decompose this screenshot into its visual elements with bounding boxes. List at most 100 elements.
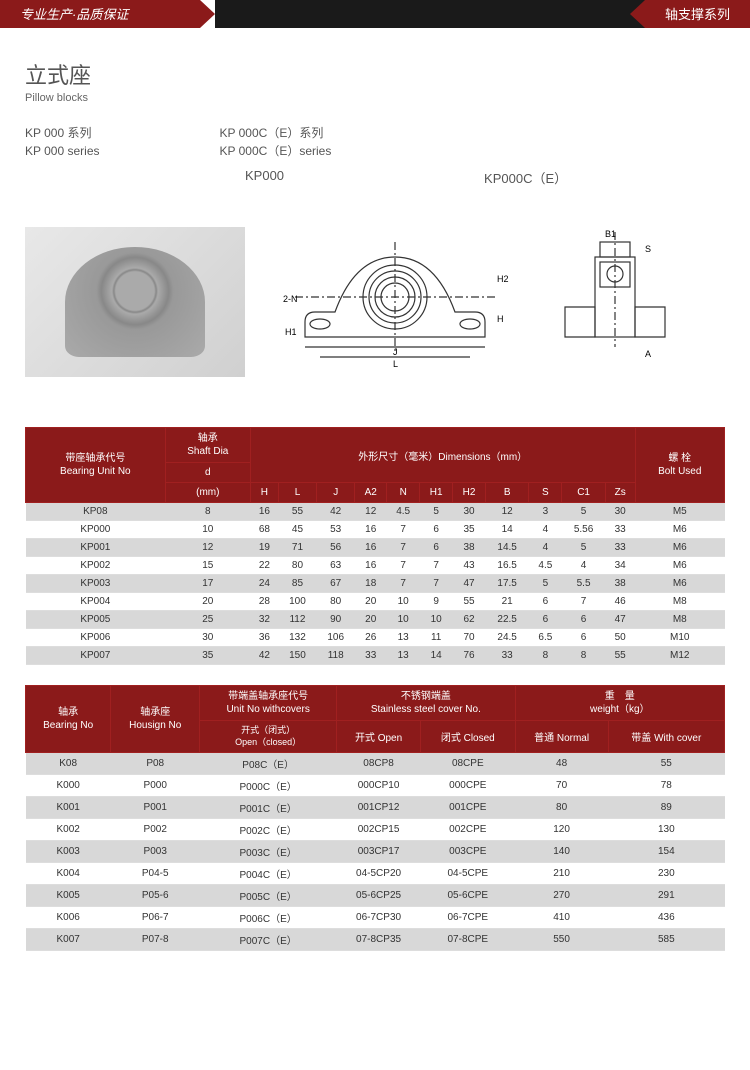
- cell: 25: [165, 611, 250, 629]
- cell: 132: [278, 629, 316, 647]
- cell: P05-6: [111, 885, 200, 907]
- th-L: L: [278, 483, 316, 503]
- cell: 07-8CP35: [337, 929, 421, 951]
- th-Zs: Zs: [605, 483, 635, 503]
- cell: 3: [529, 503, 562, 521]
- cell: 78: [608, 775, 724, 797]
- header-right-text: 轴支撑系列: [645, 0, 750, 28]
- cell: 8: [529, 647, 562, 665]
- cell: P002: [111, 819, 200, 841]
- table-row: KP007354215011833131476338855M12: [26, 647, 725, 665]
- series-2-en: KP 000C（E）series: [220, 142, 332, 160]
- cell: 50: [605, 629, 635, 647]
- cell: 90: [317, 611, 355, 629]
- cell: KP003: [26, 575, 166, 593]
- cell: 13: [387, 629, 420, 647]
- cell: K000: [26, 775, 111, 797]
- cell: 56: [317, 539, 355, 557]
- cell: 140: [515, 841, 608, 863]
- cell: 112: [278, 611, 316, 629]
- cell: 6: [529, 593, 562, 611]
- cell: M6: [635, 521, 724, 539]
- cell: KP002: [26, 557, 166, 575]
- cell: 16: [250, 503, 278, 521]
- th-d: d: [165, 463, 250, 483]
- cell: 33: [355, 647, 387, 665]
- cell: KP006: [26, 629, 166, 647]
- cell: 6: [562, 611, 605, 629]
- table-row: KP0042028100802010955216746M8: [26, 593, 725, 611]
- cell: 70: [453, 629, 486, 647]
- cell: 24.5: [485, 629, 528, 647]
- cell: 9: [420, 593, 453, 611]
- cell: P007C（E）: [200, 929, 337, 951]
- cell: 68: [250, 521, 278, 539]
- label-s: S: [645, 244, 651, 254]
- th-H: H: [250, 483, 278, 503]
- cell: 10: [387, 611, 420, 629]
- cell: 26: [355, 629, 387, 647]
- cell: 16: [355, 521, 387, 539]
- cell: 34: [605, 557, 635, 575]
- cell: 10: [387, 593, 420, 611]
- cell: 28: [250, 593, 278, 611]
- cell: 55: [278, 503, 316, 521]
- cell: P000: [111, 775, 200, 797]
- cell: 55: [608, 753, 724, 775]
- cell: 000CP10: [337, 775, 421, 797]
- cell: 5: [562, 539, 605, 557]
- cell: 35: [165, 647, 250, 665]
- cell: K001: [26, 797, 111, 819]
- cell: 14: [420, 647, 453, 665]
- cell: M6: [635, 575, 724, 593]
- cell: 5.5: [562, 575, 605, 593]
- cell: P002C（E）: [200, 819, 337, 841]
- cell: 20: [355, 593, 387, 611]
- cell: 4: [529, 521, 562, 539]
- label-j: J: [393, 347, 398, 357]
- cell: KP004: [26, 593, 166, 611]
- cell: M6: [635, 557, 724, 575]
- cell: 85: [278, 575, 316, 593]
- cell: 62: [453, 611, 486, 629]
- cell: 7: [387, 557, 420, 575]
- cell: P005C（E）: [200, 885, 337, 907]
- series-col1: KP 000 系列 KP 000 series: [25, 124, 100, 160]
- cell: 002CPE: [421, 819, 516, 841]
- cell: 89: [608, 797, 724, 819]
- cell: K08: [26, 753, 111, 775]
- cell: 130: [608, 819, 724, 841]
- th-unit-no: 带座轴承代号Bearing Unit No: [26, 428, 166, 503]
- title-english: Pillow blocks: [25, 92, 725, 104]
- cell: M10: [635, 629, 724, 647]
- label-a: A: [645, 349, 651, 359]
- cell: P001: [111, 797, 200, 819]
- cell: 7: [387, 539, 420, 557]
- table-row: K006P06-7P006C（E）06-7CP3006-7CPE410436: [26, 907, 725, 929]
- cell: 120: [515, 819, 608, 841]
- label-b1: B1: [605, 229, 616, 239]
- cell: 4.5: [529, 557, 562, 575]
- cell: 118: [317, 647, 355, 665]
- th-bolt: 螺 栓Bolt Used: [635, 428, 724, 503]
- cell: 22: [250, 557, 278, 575]
- cell: 13: [387, 647, 420, 665]
- cell: 230: [608, 863, 724, 885]
- cell: 15: [165, 557, 250, 575]
- cell: 17.5: [485, 575, 528, 593]
- table-row: K000P000P000C（E）000CP10000CPE7078: [26, 775, 725, 797]
- cell: 17: [165, 575, 250, 593]
- cell: 33: [605, 521, 635, 539]
- cell: KP007: [26, 647, 166, 665]
- th-N: N: [387, 483, 420, 503]
- label-l: L: [393, 359, 398, 369]
- table-row: KP0021522806316774316.54.5434M6: [26, 557, 725, 575]
- table-row: KP0052532112902010106222.56647M8: [26, 611, 725, 629]
- cell: 14: [485, 521, 528, 539]
- cell: 002CP15: [337, 819, 421, 841]
- cell: 6: [420, 539, 453, 557]
- cell: 33: [485, 647, 528, 665]
- cell: K006: [26, 907, 111, 929]
- th-H1b: H1: [420, 483, 453, 503]
- cell: 410: [515, 907, 608, 929]
